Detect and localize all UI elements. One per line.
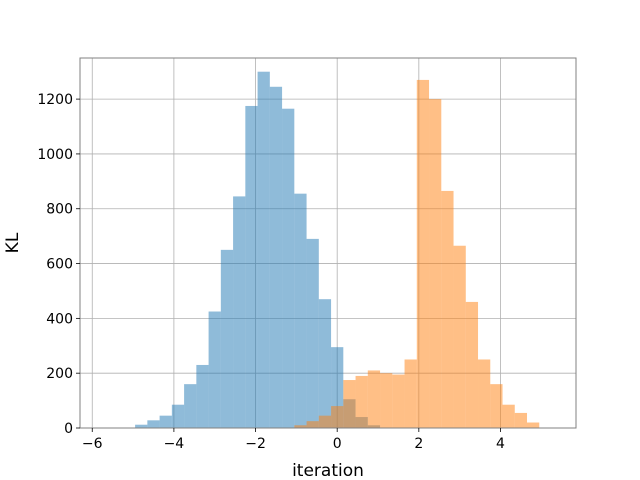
histogram-bar-series-2 (465, 301, 479, 428)
x-axis-label: iteration (292, 461, 364, 480)
y-tick-label: 0 (64, 421, 73, 437)
x-tick-label: −2 (245, 436, 266, 452)
histogram-bar-series-1 (220, 249, 234, 428)
histogram-bar-series-2 (404, 359, 417, 428)
histogram-bar-series-2 (367, 370, 381, 428)
histogram-bars (135, 71, 540, 429)
y-tick-label: 400 (46, 311, 73, 327)
histogram-bar-series-1 (196, 364, 209, 428)
histogram-bar-series-2 (453, 245, 466, 428)
histogram-bar-series-2 (318, 415, 332, 428)
histogram-bar-series-1 (147, 420, 160, 428)
y-tick-label: 800 (46, 202, 73, 218)
x-tick-label: 4 (496, 436, 505, 452)
y-tick-label: 200 (46, 366, 73, 382)
histogram-bar-series-1 (245, 105, 258, 429)
y-tick-label: 600 (46, 257, 73, 273)
histogram-bar-series-2 (441, 190, 454, 428)
x-tick-label: −6 (82, 436, 103, 452)
x-tick-label: −4 (164, 436, 185, 452)
histogram-bar-series-2 (380, 373, 393, 428)
histogram-bar-series-2 (306, 421, 319, 428)
histogram-bar-series-1 (294, 193, 307, 428)
histogram-bar-series-2 (478, 359, 491, 428)
histogram-bar-series-2 (392, 374, 405, 428)
histogram-bar-series-1 (257, 71, 270, 428)
histogram-bar-series-1 (135, 424, 148, 428)
histogram-bar-series-1 (184, 384, 197, 428)
histogram-bar-series-2 (527, 422, 540, 428)
x-tick-label: 2 (414, 436, 423, 452)
histogram-bar-series-1 (159, 415, 172, 428)
histogram-bar-series-2 (490, 384, 503, 428)
histogram-bar-series-1 (208, 311, 221, 428)
y-tick-label: 1200 (37, 92, 73, 108)
x-tick-label: 0 (333, 436, 342, 452)
histogram-bar-series-2 (343, 380, 356, 428)
x-axis-ticks: −6 −4 −2 0 2 4 (82, 428, 505, 452)
histogram-bar-series-1 (318, 299, 332, 428)
histogram-bar-series-2 (514, 412, 528, 428)
histogram-bar-series-2 (294, 425, 307, 428)
histogram-bar-series-2 (429, 99, 442, 428)
y-axis-label: KL (3, 232, 23, 253)
histogram-bar-series-2 (502, 404, 515, 428)
histogram-bar-series-2 (355, 375, 368, 428)
histogram-bar-series-2 (416, 79, 430, 428)
histogram-bar-series-2 (331, 406, 344, 428)
histogram-bar-series-1 (171, 404, 185, 428)
histogram-bar-series-1 (282, 108, 295, 428)
y-tick-label: 1000 (37, 147, 73, 163)
histogram-bar-series-1 (269, 86, 283, 429)
histogram-bar-series-1 (306, 238, 319, 428)
plot-frame (79, 57, 577, 429)
histogram-bar-series-1 (233, 196, 246, 428)
y-axis-ticks: 0 200 400 600 800 1000 1200 (37, 92, 80, 437)
